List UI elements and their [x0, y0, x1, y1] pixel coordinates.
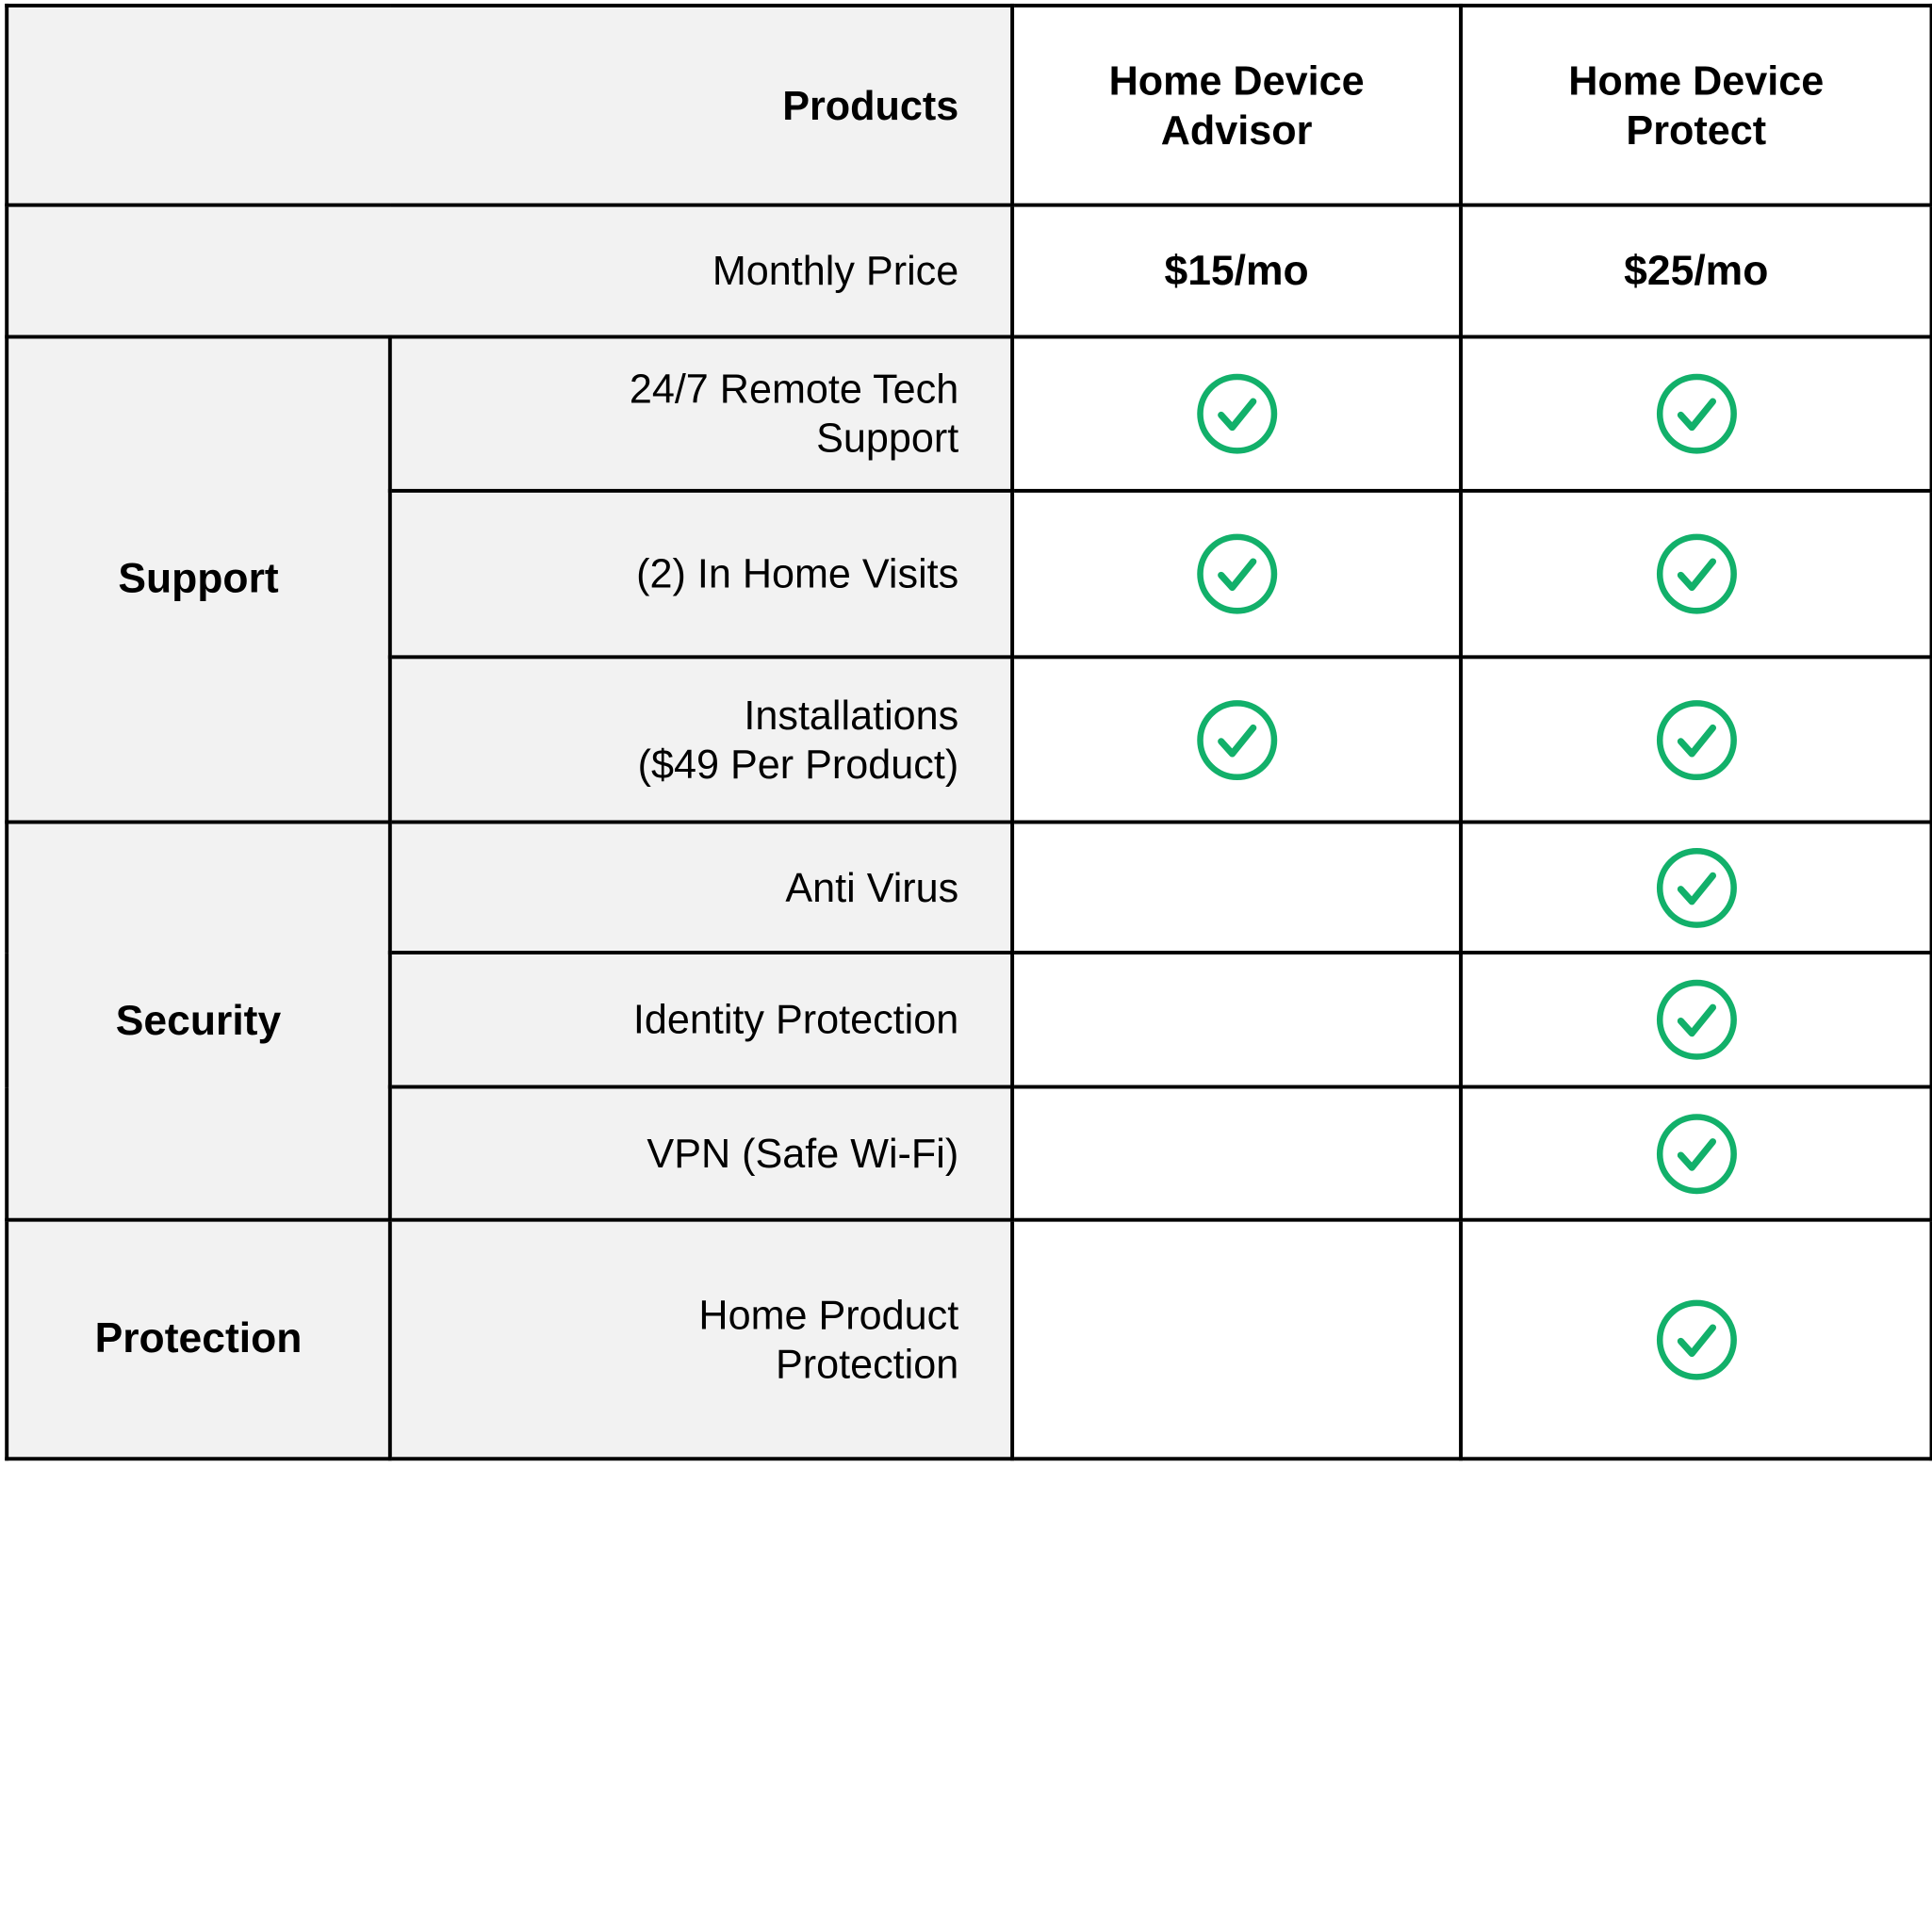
- category-support-text: Support: [118, 555, 279, 603]
- feature-row-anti-virus: Security Anti Virus: [5, 820, 1932, 1222]
- monthly-price-label: Monthly Price: [5, 203, 1015, 339]
- cell-vpn-advisor: [1010, 1084, 1464, 1222]
- feature-antivirus-line1: Anti Virus: [785, 863, 959, 910]
- category-security-text: Security: [115, 997, 282, 1044]
- feature-row-remote-support: Support 24/7 Remote Tech Support: [5, 334, 1932, 824]
- check-circle-icon: [1196, 373, 1277, 454]
- plan-name-advisor-line2: Advisor: [1160, 106, 1313, 153]
- cell-visits-advisor: [1010, 488, 1464, 660]
- check-circle-icon: [1656, 533, 1737, 614]
- feature-install-line1: Installations: [744, 691, 959, 738]
- plan-name-advisor-line1: Home Device: [1108, 57, 1365, 104]
- feature-label-anti-virus: Anti Virus: [387, 820, 1015, 955]
- category-support: Support: [5, 334, 392, 824]
- price-advisor: $15/mo: [1010, 203, 1464, 339]
- cell-identity-protect: [1459, 951, 1932, 1089]
- feature-home-product-line1: Home Product: [698, 1291, 959, 1337]
- feature-remote-line2: Support: [816, 415, 959, 461]
- feature-remote-line1: 24/7 Remote Tech: [629, 366, 959, 412]
- feature-label-vpn: VPN (Safe Wi-Fi): [387, 1084, 1015, 1222]
- feature-label-identity-protection: Identity Protection: [387, 951, 1015, 1089]
- cell-antivirus-protect: [1459, 820, 1932, 955]
- check-circle-icon: [1656, 979, 1737, 1060]
- cell-install-advisor: [1010, 655, 1464, 824]
- feature-row-home-visits: (2) In Home Visits: [7, 488, 1932, 660]
- plan-comparison-table: Products Home Device Advisor Home Device…: [5, 3, 1932, 1461]
- plan-name-protect-line2: Protect: [1626, 106, 1767, 153]
- check-circle-icon: [1656, 373, 1737, 454]
- plan-header-advisor: Home Device Advisor: [1010, 3, 1464, 207]
- cell-visits-protect: [1459, 488, 1932, 660]
- check-circle-icon: [1196, 533, 1277, 614]
- plan-header-protect: Home Device Protect: [1459, 3, 1932, 207]
- feature-label-home-visits: (2) In Home Visits: [387, 488, 1015, 660]
- cell-home-product-advisor: [1010, 1217, 1464, 1461]
- feature-install-line2: ($49 Per Product): [637, 741, 959, 787]
- cell-identity-advisor: [1010, 951, 1464, 1089]
- cell-remote-advisor: [1010, 334, 1464, 493]
- category-security: Security: [5, 820, 392, 1222]
- feature-visits-line1: (2) In Home Visits: [636, 550, 959, 596]
- cell-remote-protect: [1459, 334, 1932, 493]
- products-label: Products: [5, 3, 1015, 207]
- price-protect-text: $25/mo: [1624, 247, 1769, 294]
- check-circle-icon: [1656, 699, 1737, 780]
- feature-label-remote-support: 24/7 Remote Tech Support: [387, 334, 1015, 493]
- feature-home-product-line2: Protection: [775, 1340, 959, 1387]
- feature-label-installations: Installations ($49 Per Product): [387, 655, 1015, 824]
- price-protect: $25/mo: [1459, 203, 1932, 339]
- check-circle-icon: [1656, 847, 1737, 928]
- cell-antivirus-advisor: [1010, 820, 1464, 955]
- category-protection: Protection: [5, 1217, 392, 1461]
- price-advisor-text: $15/mo: [1164, 247, 1309, 294]
- feature-row-vpn: VPN (Safe Wi-Fi): [7, 1084, 1932, 1222]
- price-row: Monthly Price $15/mo $25/mo: [5, 203, 1932, 339]
- feature-row-home-product-protection: Protection Home Product Protection: [5, 1217, 1932, 1461]
- products-label-text: Products: [782, 81, 959, 128]
- check-circle-icon: [1656, 1113, 1737, 1194]
- plan-name-protect-line1: Home Device: [1568, 57, 1825, 104]
- check-circle-icon: [1196, 699, 1277, 780]
- header-row: Products Home Device Advisor Home Device…: [5, 3, 1932, 207]
- cell-install-protect: [1459, 655, 1932, 824]
- feature-row-installations: Installations ($49 Per Product): [7, 655, 1932, 824]
- check-circle-icon: [1656, 1298, 1737, 1379]
- cell-home-product-protect: [1459, 1217, 1932, 1461]
- feature-label-home-product-protection: Home Product Protection: [387, 1217, 1015, 1461]
- monthly-price-label-text: Monthly Price: [712, 247, 959, 294]
- feature-vpn-line1: VPN (Safe Wi-Fi): [647, 1130, 959, 1176]
- category-protection-text: Protection: [94, 1314, 303, 1362]
- feature-row-identity-protection: Identity Protection: [7, 951, 1932, 1089]
- feature-identity-line1: Identity Protection: [632, 996, 959, 1042]
- cell-vpn-protect: [1459, 1084, 1932, 1222]
